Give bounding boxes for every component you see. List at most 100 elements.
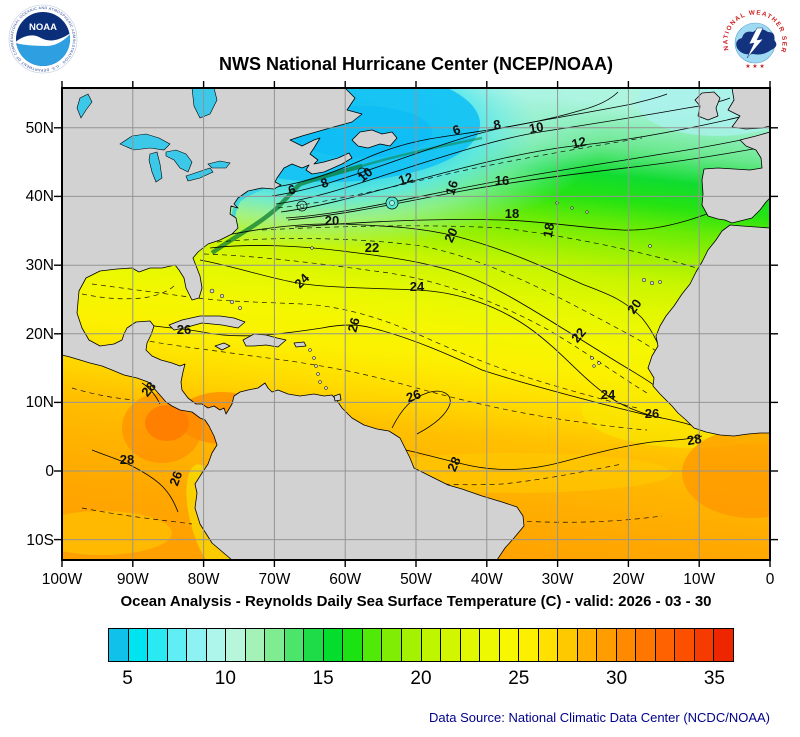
isotherm-label: 10 [528, 119, 545, 136]
colorbar-cell [304, 629, 324, 661]
colorbar-cell [538, 629, 559, 661]
isotherm-label: 20 [325, 213, 339, 228]
colorbar-tick-label: 5 [122, 668, 133, 689]
map-caption: Ocean Analysis - Reynolds Daily Sea Surf… [120, 593, 712, 610]
colorbar-cell [245, 629, 266, 661]
lon-tick-label: 40W [470, 571, 503, 588]
isotherm-label: 18 [505, 206, 519, 221]
isotherm-label: 18 [540, 222, 557, 239]
colorbar-cell [187, 629, 207, 661]
lon-tick-label: 70W [258, 571, 291, 588]
isotherm-label: 26 [166, 469, 185, 488]
nws-lightning-icon [746, 27, 764, 59]
colorbar-cell [167, 629, 188, 661]
colorbar-cell [362, 629, 383, 661]
colorbar-cell [714, 629, 733, 661]
colorbar-cell [401, 629, 422, 661]
isotherm-label: 22 [365, 240, 379, 255]
colorbar-cell [226, 629, 246, 661]
colorbar-cell [655, 629, 676, 661]
lake-winnipeg [76, 93, 93, 119]
colorbar-cell [577, 629, 598, 661]
lon-tick-label: 90W [116, 571, 149, 588]
colorbar-cell [480, 629, 500, 661]
lon-tick-label: 20W [612, 571, 645, 588]
colorbar-cell [616, 629, 637, 661]
colorbar-tick-label: 10 [214, 668, 236, 689]
colorbar-tick-label: 15 [312, 668, 334, 689]
colorbar [108, 628, 734, 662]
lon-tick-label: 50W [400, 571, 432, 588]
isotherm-label: 24 [601, 387, 616, 402]
land-cuba [168, 315, 246, 331]
colorbar-cells [109, 629, 733, 661]
lon-tick-label: 30W [541, 571, 574, 588]
colorbar-cell [382, 629, 402, 661]
isotherm-label: 28 [444, 454, 464, 473]
colorbar-tick-label: 25 [508, 668, 530, 689]
land-trinidad [333, 393, 342, 402]
lake-ontario [207, 160, 231, 169]
lat-tick-label: 40N [25, 188, 54, 206]
isotherm-label: 20 [624, 296, 645, 316]
isotherms-solid [91, 91, 770, 513]
colorbar-cell [206, 629, 227, 661]
lat-tick-label: 30N [25, 257, 54, 274]
isotherm-label: 16 [495, 173, 509, 188]
land-hispaniola [242, 333, 287, 348]
noaa-logo-text: NOAA [29, 22, 57, 33]
isotherm-label: 28 [686, 431, 703, 448]
colorbar-cell [499, 629, 520, 661]
isotherm-label: 8 [492, 117, 502, 133]
isotherm-label: 24 [410, 279, 425, 294]
lat-tick-label: 50N [25, 120, 54, 137]
isotherm-label: 12 [396, 169, 414, 188]
landmasses [62, 88, 770, 560]
lakes [76, 88, 231, 183]
colorbar-cell [343, 629, 363, 661]
page-title: NWS National Hurricane Center (NCEP/NOAA… [218, 54, 614, 74]
isotherm-label: 8 [318, 174, 330, 191]
colorbar-cell [519, 629, 539, 661]
colorbar-cell [109, 629, 129, 661]
lon-tick-label: 80W [187, 571, 220, 588]
isotherm-label: 12 [570, 134, 588, 152]
land-africa [647, 224, 770, 437]
isotherm-label: 6 [450, 121, 462, 138]
lon-tick-label: 100W [41, 571, 83, 588]
noaa-logo: NATIONAL OCEANIC AND ATMOSPHERIC ADMINIS… [8, 4, 78, 74]
isotherm-label: 6 [286, 181, 297, 197]
nws-stars: ★ ★ ★ [745, 63, 764, 70]
eddies [296, 167, 399, 212]
colorbar-cell [323, 629, 344, 661]
land-newfoundland [351, 129, 398, 149]
lat-tick-label: 0 [45, 462, 54, 480]
lon-tick-label: 10W [683, 571, 716, 588]
colorbar-cell [148, 629, 168, 661]
colorbar-cell [421, 629, 442, 661]
colorbar-tick-label: 30 [606, 668, 628, 689]
isotherm-label: 26 [404, 386, 423, 405]
lat-tick-label: 10S [26, 531, 54, 549]
axis-ticks [54, 81, 778, 567]
isotherm-label: 26 [645, 406, 659, 421]
isotherm-label: 26 [177, 322, 191, 337]
isotherm-label: 28 [120, 452, 134, 467]
colorbar-cell [694, 629, 715, 661]
lat-tick-label: 20N [25, 325, 54, 343]
colorbar-cell [284, 629, 305, 661]
graticule [62, 88, 770, 560]
land-france-iberia [701, 131, 770, 224]
colorbar-cell [558, 629, 578, 661]
colorbar-ticks: 5 10 15 20 25 30 35 [108, 668, 734, 692]
lon-tick-label: 0 [765, 571, 775, 588]
lake-michigan [148, 151, 163, 183]
colorbar-cell [636, 629, 656, 661]
lat-tick-label: 10N [25, 394, 54, 412]
colorbar-cell [460, 629, 481, 661]
noaa-seagull-icon [16, 32, 70, 46]
colorbar-tick-label: 20 [410, 668, 432, 689]
